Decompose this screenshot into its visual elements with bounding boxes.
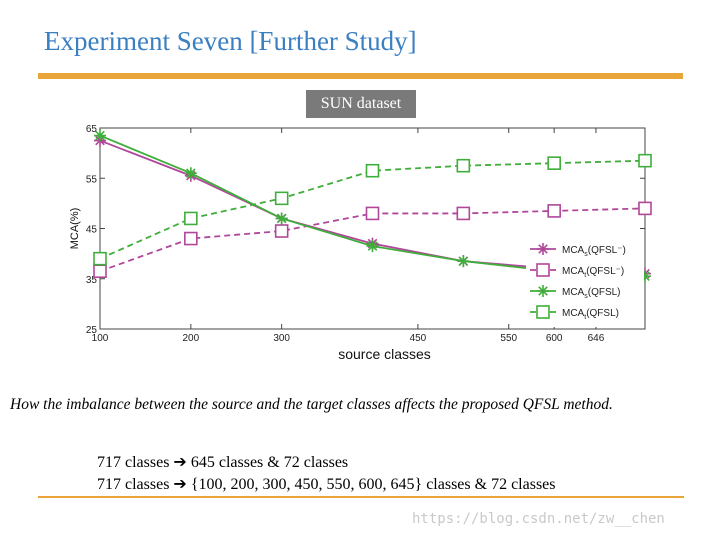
legend-marker bbox=[537, 285, 549, 297]
watermark: https://blog.csdn.net/zw__chen bbox=[412, 511, 665, 527]
y-tick-label: 55 bbox=[86, 174, 98, 185]
data-point bbox=[184, 231, 198, 246]
data-point bbox=[275, 212, 288, 225]
data-point bbox=[547, 204, 561, 218]
class-split-note-2: 717 classes ➔ {100, 200, 300, 450, 550, … bbox=[97, 476, 556, 493]
bottom-divider bbox=[38, 496, 684, 498]
data-point bbox=[93, 251, 107, 266]
data-point bbox=[93, 264, 107, 279]
x-tick-label: 450 bbox=[410, 333, 427, 344]
x-tick-label: 200 bbox=[182, 333, 199, 344]
x-axis-label: source classes bbox=[338, 346, 431, 362]
data-point bbox=[456, 206, 471, 221]
y-tick-label: 65 bbox=[86, 124, 98, 135]
data-point bbox=[274, 191, 289, 206]
mca-line-chart: 25 35 45 55 65 100 200 300 450 550 600 646 source cl… bbox=[69, 124, 652, 362]
data-point bbox=[274, 224, 289, 238]
legend-label: MCAs(QFSL⁻) bbox=[562, 245, 626, 258]
class-split-note-1: 717 classes ➔ 645 classes & 72 classes bbox=[97, 454, 349, 471]
data-point bbox=[365, 163, 380, 178]
legend-marker bbox=[536, 305, 550, 319]
data-point bbox=[184, 167, 197, 180]
data-point bbox=[457, 255, 470, 268]
x-tick-label: 550 bbox=[500, 333, 517, 344]
x-tick-label: 100 bbox=[92, 333, 109, 344]
x-tick-label: 600 bbox=[546, 333, 563, 344]
y-axis-label: MCA(%) bbox=[69, 208, 81, 250]
y-tick-label: 35 bbox=[86, 275, 98, 286]
data-point bbox=[638, 201, 652, 216]
legend-label: MCAt(QFSL⁻) bbox=[562, 266, 624, 279]
legend-label: MCAs(QFSL) bbox=[562, 287, 621, 300]
y-tick-label: 45 bbox=[86, 225, 98, 236]
title-divider bbox=[38, 73, 683, 79]
chart-caption: How the imbalance between the source and… bbox=[10, 396, 613, 413]
slide-title: Experiment Seven [Further Study] bbox=[44, 26, 417, 56]
legend-label: MCAt(QFSL) bbox=[562, 308, 619, 321]
data-point bbox=[184, 211, 198, 226]
data-point bbox=[365, 206, 380, 221]
data-point bbox=[456, 158, 471, 173]
data-point bbox=[94, 129, 106, 142]
x-tick-label: 646 bbox=[588, 333, 605, 344]
x-tick-label: 300 bbox=[273, 333, 290, 344]
dataset-badge: SUN dataset bbox=[306, 90, 416, 118]
data-point bbox=[366, 240, 379, 253]
legend-marker bbox=[536, 263, 550, 277]
legend-marker bbox=[537, 243, 549, 255]
data-point bbox=[547, 156, 561, 170]
data-point bbox=[638, 153, 652, 168]
y-tick-label: 25 bbox=[86, 325, 98, 336]
data-point bbox=[639, 270, 651, 283]
